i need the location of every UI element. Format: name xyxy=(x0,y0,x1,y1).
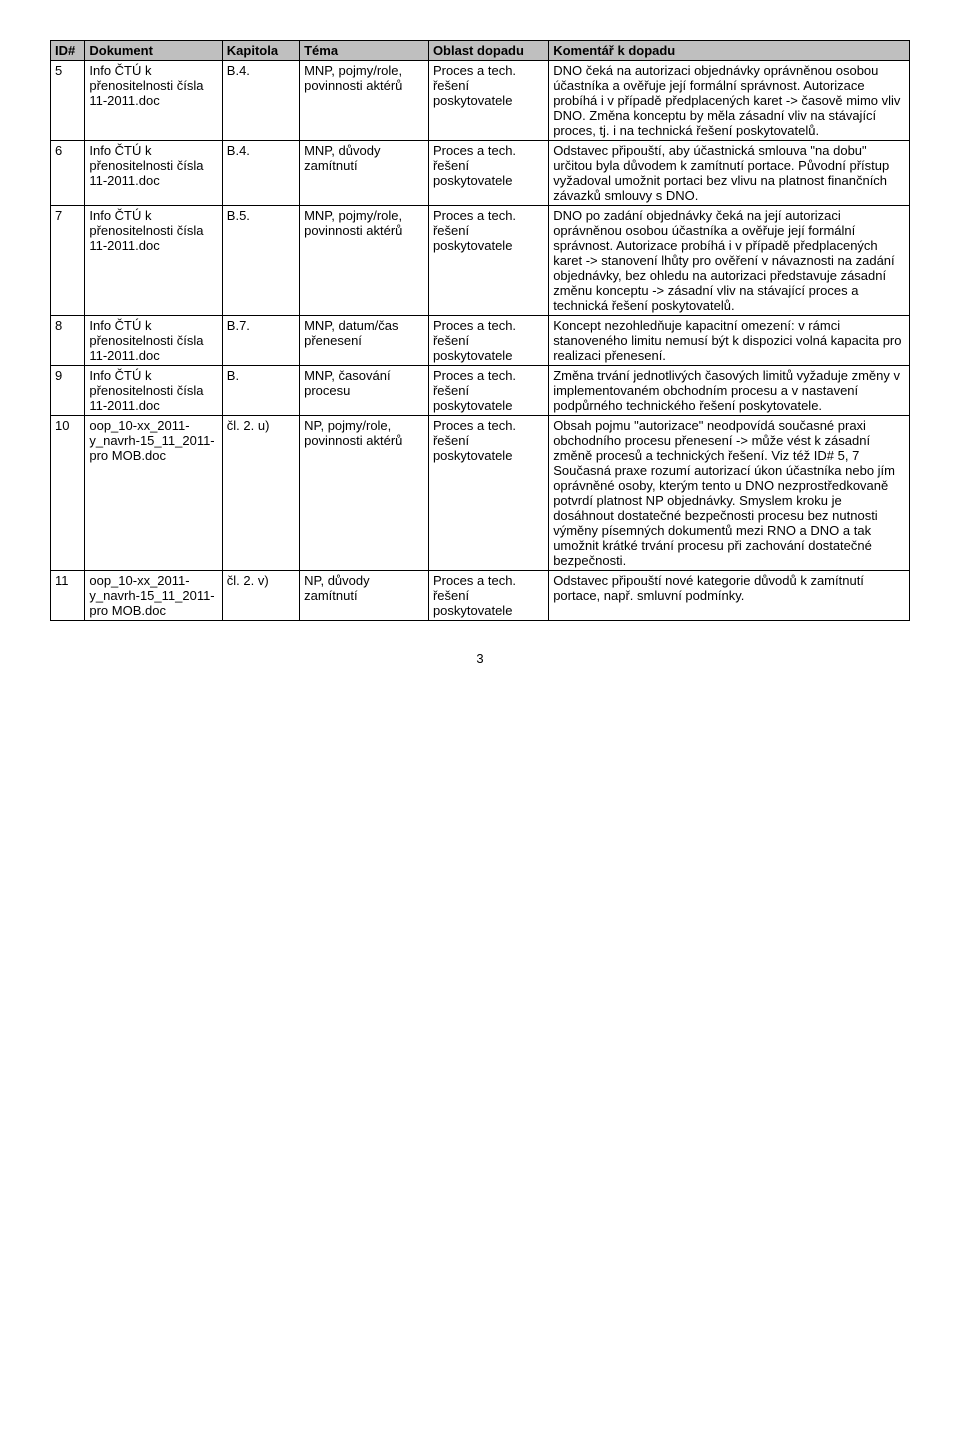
cell-comment: Odstavec připouští nové kategorie důvodů… xyxy=(549,571,910,621)
table-row: 8 Info ČTÚ k přenositelnosti čísla 11-20… xyxy=(51,316,910,366)
col-header-kapitola: Kapitola xyxy=(222,41,299,61)
cell-chap: B.5. xyxy=(222,206,299,316)
cell-area: Proces a tech. řešení poskytovatele xyxy=(428,61,548,141)
cell-id: 10 xyxy=(51,416,85,571)
cell-id: 9 xyxy=(51,366,85,416)
cell-id: 5 xyxy=(51,61,85,141)
table-header-row: ID# Dokument Kapitola Téma Oblast dopadu… xyxy=(51,41,910,61)
cell-area: Proces a tech. řešení poskytovatele xyxy=(428,316,548,366)
cell-doc: Info ČTÚ k přenositelnosti čísla 11-2011… xyxy=(85,316,222,366)
cell-comment: DNO čeká na autorizaci objednávky oprávn… xyxy=(549,61,910,141)
col-header-komentar: Komentář k dopadu xyxy=(549,41,910,61)
cell-topic: MNP, časování procesu xyxy=(300,366,429,416)
cell-id: 7 xyxy=(51,206,85,316)
cell-topic: MNP, datum/čas přenesení xyxy=(300,316,429,366)
cell-doc: Info ČTÚ k přenositelnosti čísla 11-2011… xyxy=(85,141,222,206)
cell-comment: Odstavec připouští, aby účastnická smlou… xyxy=(549,141,910,206)
table-row: 11 oop_10-xx_2011-y_navrh-15_11_2011-pro… xyxy=(51,571,910,621)
cell-chap: čl. 2. u) xyxy=(222,416,299,571)
cell-area: Proces a tech. řešení poskytovatele xyxy=(428,416,548,571)
cell-id: 11 xyxy=(51,571,85,621)
cell-comment: DNO po zadání objednávky čeká na její au… xyxy=(549,206,910,316)
table-row: 9 Info ČTÚ k přenositelnosti čísla 11-20… xyxy=(51,366,910,416)
cell-topic: NP, důvody zamítnutí xyxy=(300,571,429,621)
col-header-tema: Téma xyxy=(300,41,429,61)
cell-comment: Obsah pojmu "autorizace" neodpovídá souč… xyxy=(549,416,910,571)
col-header-dokument: Dokument xyxy=(85,41,222,61)
table-body: 5 Info ČTÚ k přenositelnosti čísla 11-20… xyxy=(51,61,910,621)
col-header-id: ID# xyxy=(51,41,85,61)
cell-area: Proces a tech. řešení poskytovatele xyxy=(428,366,548,416)
cell-topic: MNP, pojmy/role, povinnosti aktérů xyxy=(300,206,429,316)
cell-doc: Info ČTÚ k přenositelnosti čísla 11-2011… xyxy=(85,206,222,316)
cell-chap: B.7. xyxy=(222,316,299,366)
cell-comment: Koncept nezohledňuje kapacitní omezení: … xyxy=(549,316,910,366)
cell-id: 6 xyxy=(51,141,85,206)
table-row: 10 oop_10-xx_2011-y_navrh-15_11_2011-pro… xyxy=(51,416,910,571)
cell-topic: MNP, pojmy/role, povinnosti aktérů xyxy=(300,61,429,141)
cell-topic: NP, pojmy/role, povinnosti aktérů xyxy=(300,416,429,571)
cell-chap: B.4. xyxy=(222,61,299,141)
cell-comment: Změna trvání jednotlivých časových limit… xyxy=(549,366,910,416)
col-header-oblast: Oblast dopadu xyxy=(428,41,548,61)
table-row: 6 Info ČTÚ k přenositelnosti čísla 11-20… xyxy=(51,141,910,206)
page-number: 3 xyxy=(50,651,910,666)
cell-chap: B.4. xyxy=(222,141,299,206)
cell-id: 8 xyxy=(51,316,85,366)
table-row: 7 Info ČTÚ k přenositelnosti čísla 11-20… xyxy=(51,206,910,316)
document-table: ID# Dokument Kapitola Téma Oblast dopadu… xyxy=(50,40,910,621)
table-row: 5 Info ČTÚ k přenositelnosti čísla 11-20… xyxy=(51,61,910,141)
cell-doc: oop_10-xx_2011-y_navrh-15_11_2011-pro MO… xyxy=(85,571,222,621)
cell-doc: Info ČTÚ k přenositelnosti čísla 11-2011… xyxy=(85,366,222,416)
cell-topic: MNP, důvody zamítnutí xyxy=(300,141,429,206)
cell-area: Proces a tech. řešení poskytovatele xyxy=(428,571,548,621)
cell-area: Proces a tech. řešení poskytovatele xyxy=(428,206,548,316)
cell-chap: B. xyxy=(222,366,299,416)
cell-doc: oop_10-xx_2011-y_navrh-15_11_2011-pro MO… xyxy=(85,416,222,571)
cell-chap: čl. 2. v) xyxy=(222,571,299,621)
cell-area: Proces a tech. řešení poskytovatele xyxy=(428,141,548,206)
cell-doc: Info ČTÚ k přenositelnosti čísla 11-2011… xyxy=(85,61,222,141)
